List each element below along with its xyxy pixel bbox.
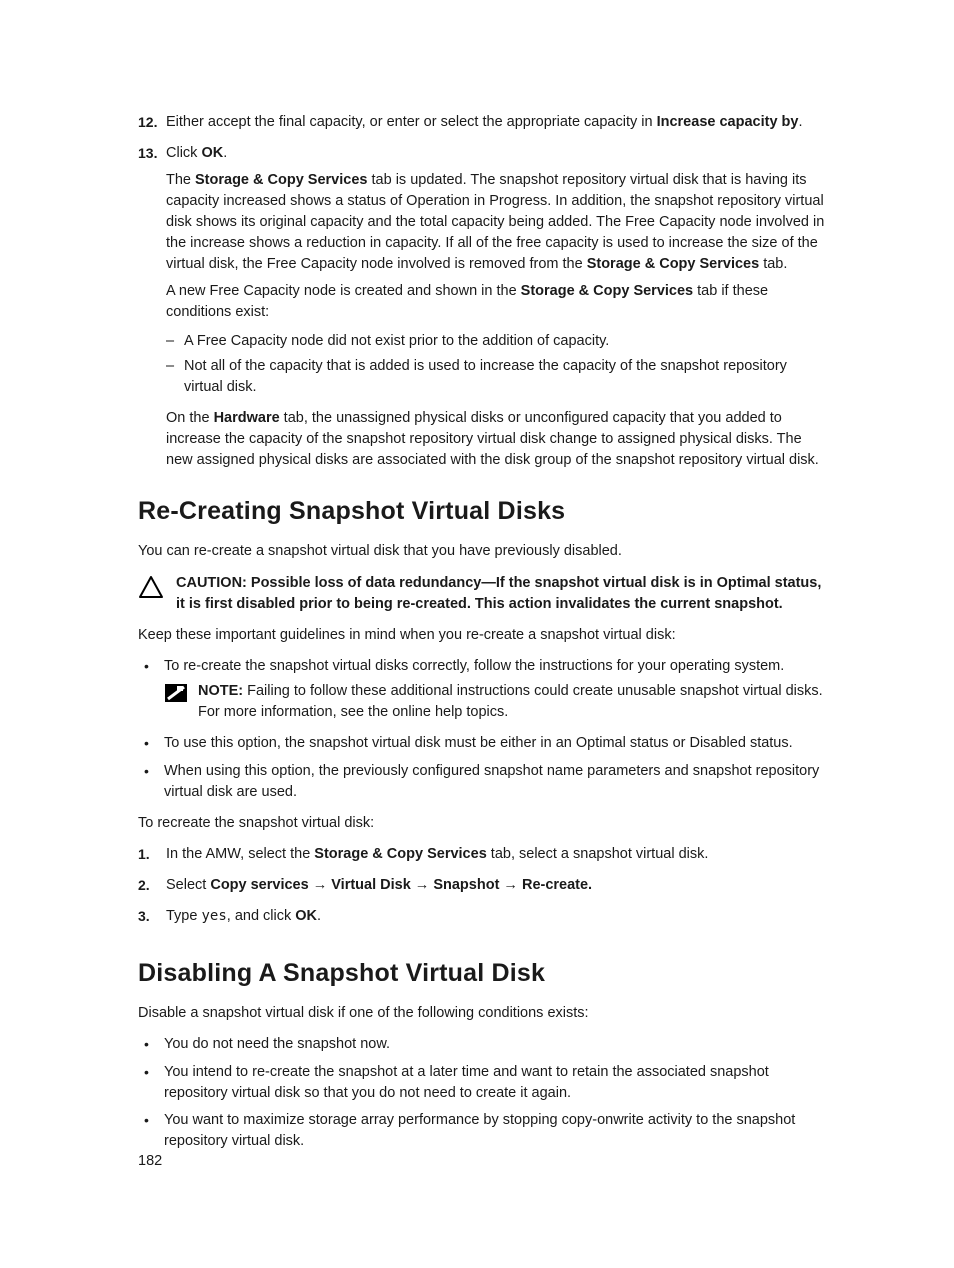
section-heading-recreating: Re-Creating Snapshot Virtual Disks [138,493,826,529]
recreate-step: 1. In the AMW, select the Storage & Copy… [138,844,826,871]
step-text: Click OK. [166,143,826,164]
section1-para3: To recreate the snapshot virtual disk: [138,813,826,834]
guideline-item: To re-create the snapshot virtual disks … [138,656,826,727]
step-text: In the AMW, select the Storage & Copy Se… [166,844,826,865]
bullet-icon [138,1062,164,1104]
recreate-step: 2. Select Copy services → Virtual Disk →… [138,875,826,902]
step-12: 12. Either accept the final capacity, or… [138,112,826,139]
disable-condition-item: You want to maximize storage array perfo… [138,1110,826,1152]
disable-condition-item: You intend to re-create the snapshot at … [138,1062,826,1104]
step-number: 2. [138,875,166,902]
guidelines-list: To re-create the snapshot virtual disks … [138,656,826,803]
page-number: 182 [138,1151,162,1172]
bullet-icon [138,1110,164,1152]
step-number: 12. [138,112,166,139]
section1-para2: Keep these important guidelines in mind … [138,625,826,646]
recreate-steps: 1. In the AMW, select the Storage & Copy… [138,844,826,933]
condition-text: You intend to re-create the snapshot at … [164,1062,826,1104]
step-text: Select Copy services → Virtual Disk → Sn… [166,875,826,896]
caution-icon [138,573,176,615]
note-text: NOTE: Failing to follow these additional… [198,681,826,723]
guideline-item: To use this option, the snapshot virtual… [138,733,826,755]
continued-steps: 12. Either accept the final capacity, or… [138,112,826,471]
section2-lead: Disable a snapshot virtual disk if one o… [138,1003,826,1024]
conditions-list: A Free Capacity node did not exist prior… [166,331,826,398]
condition-text: Not all of the capacity that is added is… [184,356,826,398]
caution-callout: CAUTION: Possible loss of data redundanc… [138,573,826,615]
recreate-step: 3. Type yes, and click OK. [138,906,826,933]
guideline-text: To use this option, the snapshot virtual… [164,733,826,755]
condition-item: A Free Capacity node did not exist prior… [166,331,826,352]
step-text: Either accept the final capacity, or ent… [166,112,826,133]
bullet-icon [138,1034,164,1056]
step-after-dash-para: On the Hardware tab, the unassigned phys… [166,408,826,471]
caution-text: CAUTION: Possible loss of data redundanc… [176,573,826,615]
step-13: 13. Click OK. The Storage & Copy Service… [138,143,826,471]
step-after-para-1: The Storage & Copy Services tab is updat… [166,170,826,275]
condition-item: Not all of the capacity that is added is… [166,356,826,398]
guideline-item: When using this option, the previously c… [138,761,826,803]
guideline-text: To re-create the snapshot virtual disks … [164,656,826,677]
note-icon [164,681,198,723]
condition-text: You want to maximize storage array perfo… [164,1110,826,1152]
note-callout: NOTE: Failing to follow these additional… [164,681,826,723]
step-number: 1. [138,844,166,871]
section1-lead: You can re-create a snapshot virtual dis… [138,541,826,562]
step-after-para-2: A new Free Capacity node is created and … [166,281,826,323]
disable-conditions-list: You do not need the snapshot now. You in… [138,1034,826,1152]
condition-text: You do not need the snapshot now. [164,1034,826,1056]
step-text: Type yes, and click OK. [166,906,826,927]
bullet-icon [138,733,164,755]
guideline-text: When using this option, the previously c… [164,761,826,803]
step-body: Either accept the final capacity, or ent… [166,112,826,139]
disable-condition-item: You do not need the snapshot now. [138,1034,826,1056]
condition-text: A Free Capacity node did not exist prior… [184,331,609,352]
bullet-icon [138,761,164,803]
step-number: 13. [138,143,166,471]
step-number: 3. [138,906,166,933]
step-body: Click OK. The Storage & Copy Services ta… [166,143,826,471]
section-heading-disabling: Disabling A Snapshot Virtual Disk [138,955,826,991]
bullet-icon [138,656,164,727]
